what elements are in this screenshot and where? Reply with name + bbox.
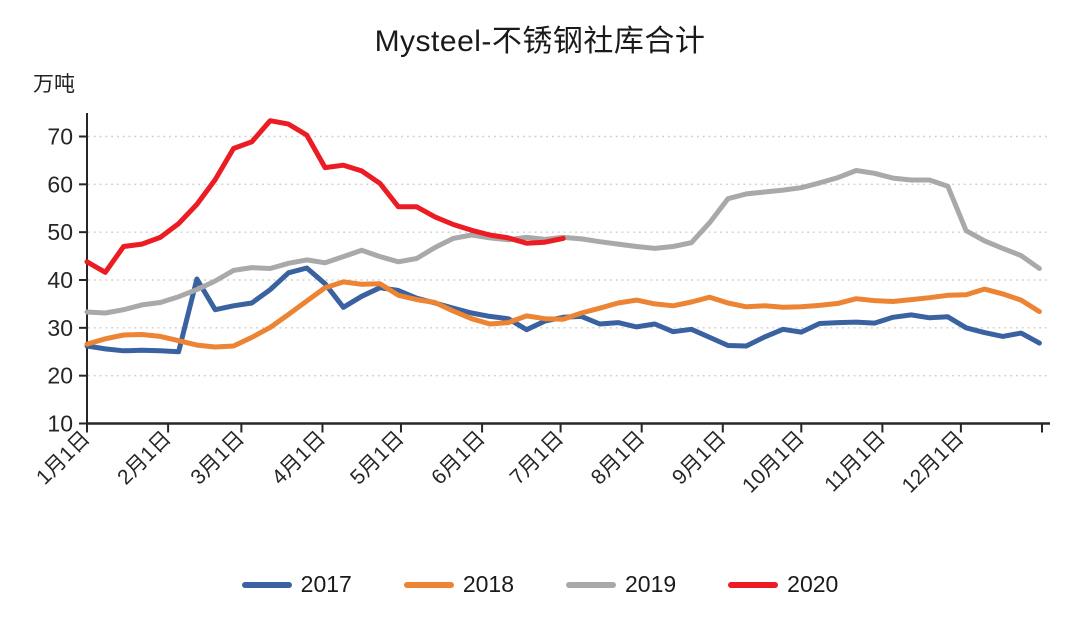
y-axis-tick-label: 70 bbox=[47, 124, 73, 150]
x-axis-tick-label: 11月1日 bbox=[820, 427, 890, 497]
x-axis-tick-label: 10月1日 bbox=[738, 427, 809, 498]
x-axis-tick-label: 6月1日 bbox=[427, 427, 489, 489]
y-axis-tick-label: 30 bbox=[47, 315, 73, 341]
legend-label: 2018 bbox=[462, 571, 514, 597]
chart-title: Mysteel-不锈钢社库合计 bbox=[374, 25, 706, 58]
legend-swatch-2018 bbox=[403, 581, 454, 588]
x-axis-tick-label: 12月1日 bbox=[898, 427, 969, 498]
legend-item-2017: 2017 bbox=[241, 571, 352, 598]
legend-label: 2020 bbox=[787, 571, 839, 597]
legend-label: 2017 bbox=[300, 571, 352, 597]
x-axis-tick-label: 3月1日 bbox=[186, 427, 248, 489]
y-axis-tick-label: 40 bbox=[47, 267, 73, 293]
x-axis-tick-label: 5月1日 bbox=[346, 427, 408, 489]
x-axis-tick-label: 4月1日 bbox=[268, 427, 330, 489]
x-axis-tick-label: 2月1日 bbox=[113, 427, 175, 489]
series-line-2020 bbox=[84, 118, 566, 275]
y-axis-tick-label: 10 bbox=[47, 411, 73, 437]
x-axis-tick-label: 7月1日 bbox=[506, 427, 568, 489]
legend-swatch-2019 bbox=[566, 581, 616, 588]
series-line-2017 bbox=[84, 265, 1042, 355]
legend-item-2019: 2019 bbox=[566, 571, 676, 598]
legend-swatch-2017 bbox=[241, 581, 292, 588]
y-axis-tick-label: 50 bbox=[47, 219, 73, 245]
y-axis-tick-label: 20 bbox=[47, 363, 73, 389]
series-line-2018 bbox=[84, 279, 1042, 350]
legend-item-2020: 2020 bbox=[728, 571, 838, 598]
y-axis-tick-label: 60 bbox=[47, 171, 73, 197]
y-axis-unit-label: 万吨 bbox=[33, 72, 75, 96]
x-axis-tick-label: 9月1日 bbox=[668, 427, 730, 489]
legend-label: 2019 bbox=[625, 571, 677, 597]
legend-swatch-2020 bbox=[728, 581, 779, 588]
chart-legend: 2017 2018 2019 2020 bbox=[0, 571, 1080, 598]
series-line-2019 bbox=[84, 168, 1042, 316]
x-axis-tick-label: 8月1日 bbox=[587, 427, 649, 489]
legend-item-2018: 2018 bbox=[403, 571, 514, 598]
